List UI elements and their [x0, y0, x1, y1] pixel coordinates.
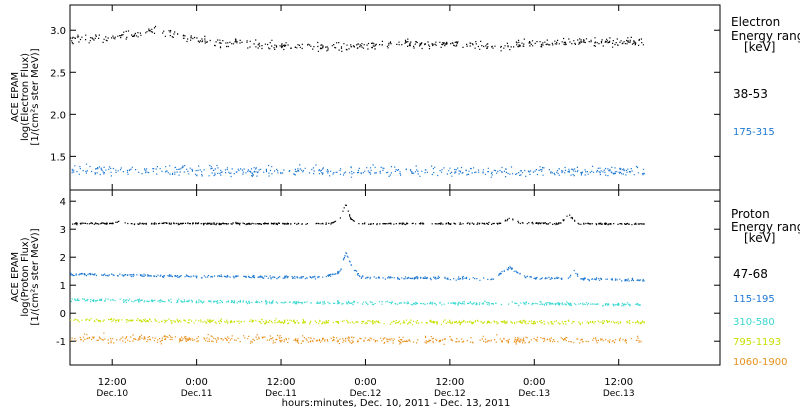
proton-legend-subtitle: Energy ranges: [731, 220, 800, 234]
electron-panel-frame: [69, 4, 721, 191]
x-tick-date-6: Dec.13: [603, 389, 635, 399]
proton-ylabel-line2: log(Proton Flux): [20, 237, 31, 316]
electron-ylabel-line2: log(Electron Flux): [20, 53, 31, 141]
x-tick-date-5: Dec.13: [518, 389, 550, 399]
y-tick-label-1-1: 0: [60, 309, 66, 320]
series-1060-1900-points: [70, 332, 642, 345]
proton-legend-series-4: 1060-1900: [733, 357, 788, 368]
x-tick-time-1: 0:00: [185, 377, 207, 388]
series-175-315-points: [71, 163, 645, 178]
series-115-195-points: [70, 252, 645, 282]
plot-content: 1.52.02.53.0-10123412:00Dec.100:00Dec.11…: [50, 5, 720, 399]
proton-legend-series-1: 115-195: [733, 294, 775, 305]
y-tick-label-1-3: 2: [60, 253, 66, 264]
electron-legend-unit: [keV]: [744, 40, 775, 54]
y-tick-label-1-0: -1: [56, 337, 66, 348]
y-tick-label-1-2: 1: [60, 281, 66, 292]
x-tick-date-4: Dec.12: [434, 389, 466, 399]
electron-ylabel-line3: [1/(cm²s ster MeV)]: [30, 48, 41, 145]
x-tick-time-6: 12:00: [604, 377, 633, 388]
proton-panel-frame: [69, 189, 721, 366]
electron-legend-title: Electron: [731, 15, 780, 29]
y-tick-label-0-1: 2.0: [50, 110, 66, 121]
x-tick-time-2: 12:00: [267, 377, 296, 388]
electron-legend-series-0: 38-53: [733, 87, 768, 101]
series-47-68-points: [72, 204, 645, 226]
x-tick-time-3: 0:00: [354, 377, 376, 388]
proton-legend-series-0: 47-68: [733, 267, 768, 281]
proton-ylabel-line1: ACE EPAM: [10, 252, 21, 302]
series-310-580-points: [70, 298, 641, 307]
electron-legend-series-1: 175-315: [733, 127, 775, 138]
y-tick-label-0-0: 1.5: [50, 152, 66, 163]
x-axis-label: hours:minutes, Dec. 10, 2011 - Dec. 13, …: [282, 398, 511, 409]
y-tick-label-0-2: 2.5: [50, 68, 66, 79]
proton-legend-title: Proton: [731, 207, 770, 221]
proton-legend-series-3: 795-1193: [733, 337, 781, 348]
x-tick-date-1: Dec.11: [181, 389, 213, 399]
electron-ylabel-line1: ACE EPAM: [10, 72, 21, 122]
x-tick-date-0: Dec.10: [96, 389, 128, 399]
electron-legend-subtitle: Energy ranges: [731, 29, 800, 43]
series-795-1193-points: [70, 318, 645, 326]
x-tick-date-3: Dec.12: [350, 389, 382, 399]
y-tick-label-1-4: 3: [60, 225, 66, 236]
x-tick-date-2: Dec.11: [265, 389, 297, 399]
x-tick-time-5: 0:00: [523, 377, 545, 388]
series-38-53-points: [70, 25, 645, 52]
y-tick-label-1-5: 4: [60, 197, 66, 208]
y-tick-label-0-3: 3.0: [50, 26, 66, 37]
x-tick-time-4: 12:00: [435, 377, 464, 388]
x-tick-time-0: 12:00: [98, 377, 127, 388]
proton-legend-unit: [keV]: [744, 231, 775, 245]
proton-legend-series-2: 310-580: [733, 317, 775, 328]
proton-ylabel-line3: [1/(cm²s ster MeV)]: [30, 228, 41, 325]
